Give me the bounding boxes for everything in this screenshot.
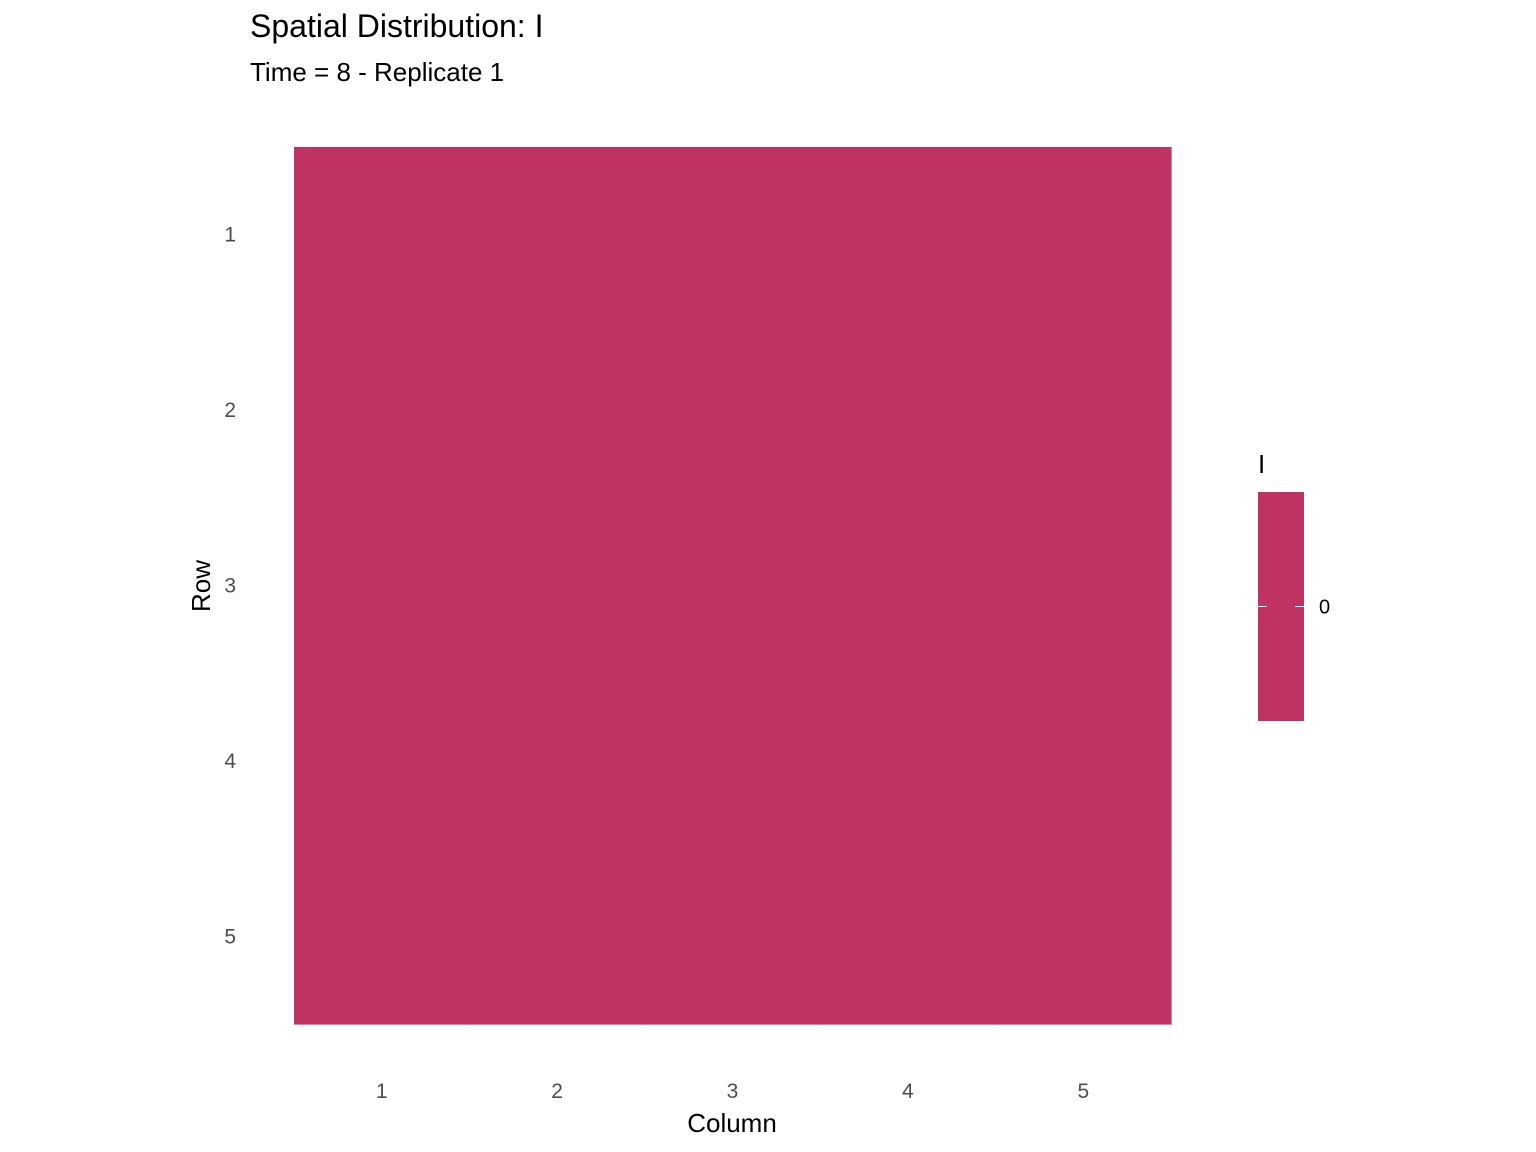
x-tick-label: 3 <box>727 1080 739 1103</box>
y-tick-label: 4 <box>224 750 236 773</box>
y-tick-label: 2 <box>224 399 236 422</box>
heatmap-cell-r1-c2 <box>469 147 646 323</box>
y-axis-ticks: 1 2 3 4 5 <box>224 224 236 949</box>
heatmap-cell-r4-c3 <box>644 673 821 850</box>
heatmap-cells <box>294 147 1172 1025</box>
color-legend: I 0 <box>1258 449 1330 721</box>
y-tick-label: 3 <box>224 575 236 598</box>
x-axis-ticks: 1 2 3 4 5 <box>376 1080 1089 1103</box>
heatmap-cell-r2-c5 <box>995 322 1172 499</box>
x-tick-label: 2 <box>551 1080 563 1103</box>
heatmap-cell-r2-c4 <box>820 322 997 499</box>
heatmap-cell-r2-c2 <box>469 322 646 499</box>
heatmap-cell-r5-c4 <box>820 848 997 1025</box>
heatmap-cell-r3-c5 <box>995 497 1172 674</box>
heatmap-cell-r1-c4 <box>820 147 997 323</box>
heatmap-cell-r1-c1 <box>294 147 470 323</box>
x-tick-label: 1 <box>376 1080 388 1103</box>
heatmap-cell-r5-c3 <box>644 848 821 1025</box>
heatmap-cell-r3-c3 <box>644 497 821 674</box>
heatmap-cell-r4-c4 <box>820 673 997 850</box>
chart-title: Spatial Distribution: I <box>250 8 544 44</box>
heatmap-cell-r4-c2 <box>469 673 646 850</box>
heatmap-cell-r1-c5 <box>995 147 1172 323</box>
heatmap-cell-r2-c1 <box>294 322 470 499</box>
chart-subtitle: Time = 8 - Replicate 1 <box>250 57 505 87</box>
heatmap-cell-r4-c5 <box>995 673 1172 850</box>
legend-title: I <box>1258 449 1265 479</box>
x-axis-title: Column <box>687 1108 777 1138</box>
heatmap-cell-r3-c1 <box>294 497 470 674</box>
heatmap-cell-r3-c4 <box>820 497 997 674</box>
heatmap-cell-r5-c1 <box>294 848 470 1025</box>
heatmap-cell-r4-c1 <box>294 673 470 850</box>
legend-tick-label: 0 <box>1319 597 1330 619</box>
heatmap-cell-r1-c3 <box>644 147 821 323</box>
y-tick-label: 5 <box>224 925 236 948</box>
x-tick-label: 4 <box>902 1080 914 1103</box>
heatmap-cell-r3-c2 <box>469 497 646 674</box>
heatmap-cell-r5-c2 <box>469 848 646 1025</box>
y-tick-label: 1 <box>224 224 236 247</box>
heatmap-cell-r5-c5 <box>995 848 1172 1025</box>
heatmap-cell-r2-c3 <box>644 322 821 499</box>
y-axis-title: Row <box>186 560 216 612</box>
x-tick-label: 5 <box>1077 1080 1089 1103</box>
